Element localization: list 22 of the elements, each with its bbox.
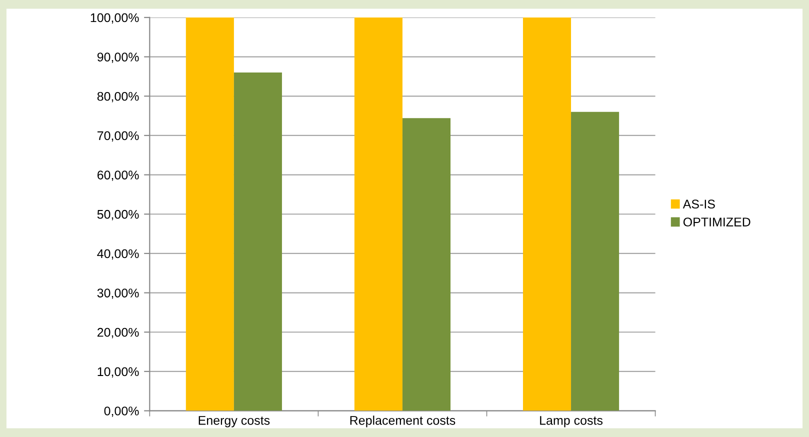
bar <box>522 17 572 411</box>
bar <box>402 118 451 411</box>
x-tick-label: Lamp costs <box>540 416 603 428</box>
y-tick-label: 100,00% <box>90 13 139 24</box>
y-tick-label: 70,00% <box>97 131 139 142</box>
y-tick-label: 50,00% <box>97 210 139 220</box>
y-tick-label: 90,00% <box>97 52 139 63</box>
bar <box>354 17 402 411</box>
y-tick-label: 60,00% <box>97 170 139 181</box>
legend-label: OPTIMIZED <box>683 218 750 226</box>
y-tick-label: 10,00% <box>98 367 139 378</box>
legend-label: AS-IS <box>682 200 715 209</box>
y-tick-label: 80,00% <box>97 92 139 102</box>
y-tick-label: 40,00% <box>97 249 139 260</box>
y-tick-label: 0,00% <box>104 406 139 417</box>
y-tick-label: 20,00% <box>97 328 139 338</box>
bar <box>234 72 282 411</box>
x-tick-label: Replacement costs <box>350 416 456 428</box>
bar <box>186 17 234 411</box>
y-tick-label: 30,00% <box>97 288 139 299</box>
x-tick-label: Energy costs <box>198 416 270 428</box>
bar <box>571 112 620 411</box>
